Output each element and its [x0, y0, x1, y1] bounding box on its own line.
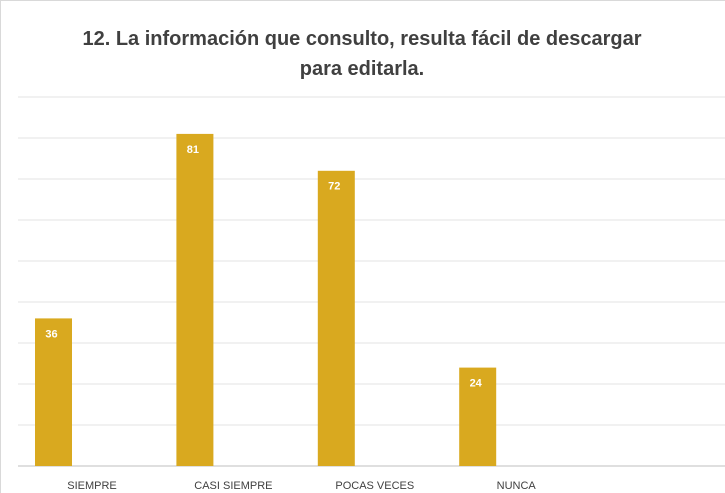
bar	[459, 367, 497, 466]
x-tick-label: NUNCA	[497, 480, 537, 492]
data-label: 72	[328, 181, 340, 193]
data-label: 36	[45, 328, 57, 340]
data-label: 24	[470, 378, 483, 390]
data-label: 81	[187, 144, 199, 156]
chart-title: 12. La información que consulto, resulta…	[82, 28, 642, 80]
x-tick-label: CASI SIEMPRE	[194, 480, 272, 492]
bar	[317, 170, 355, 467]
x-tick-label: POCAS VECES	[335, 480, 414, 492]
bar	[35, 318, 72, 466]
bar	[176, 133, 214, 466]
x-tick-label: SIEMPRE	[67, 480, 117, 492]
